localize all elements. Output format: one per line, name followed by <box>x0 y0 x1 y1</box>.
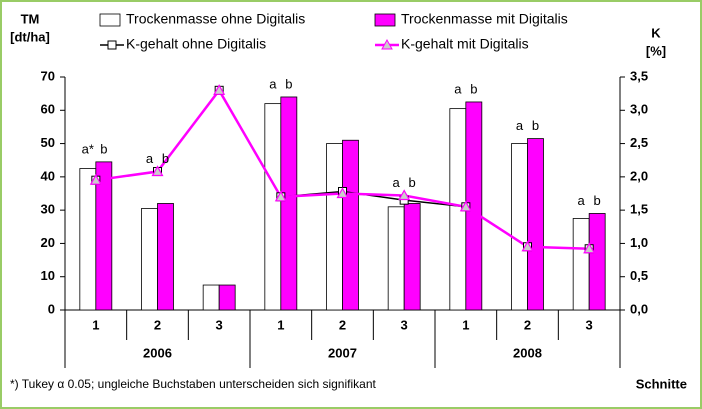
x-tick-label: 3 <box>216 317 223 332</box>
bar <box>527 138 544 311</box>
bar <box>79 168 97 311</box>
significance-letter: a <box>393 175 401 190</box>
y2-tick-label: 0,5 <box>630 268 648 283</box>
y-tick-label: 70 <box>41 68 55 83</box>
legend-swatch <box>374 13 396 27</box>
group-label: 2007 <box>328 345 357 360</box>
y-tick-label: 30 <box>41 202 55 217</box>
y2-tick-label: 3,0 <box>630 102 648 117</box>
significance-letter: b <box>409 175 416 190</box>
y2-tick-label: 3,5 <box>630 68 648 83</box>
bar <box>403 203 421 311</box>
marker <box>89 173 102 185</box>
bar <box>95 161 113 311</box>
footnote: *) Tukey α 0.05; ungleiche Buchstaben un… <box>10 377 376 391</box>
y2-label: K <box>651 25 661 40</box>
significance-letter: a <box>146 151 154 166</box>
bar <box>387 206 405 311</box>
x-tick-label: 1 <box>277 317 284 332</box>
bar <box>511 143 528 311</box>
bar <box>326 143 343 311</box>
x-tick-label: 1 <box>92 317 99 332</box>
marker <box>521 240 534 252</box>
bar <box>264 103 282 311</box>
x-label: Schnitte <box>636 376 687 391</box>
significance-letter: b <box>470 81 477 96</box>
x-tick-label: 2 <box>524 317 531 332</box>
legend-label: Trockenmasse ohne Digitalis <box>126 11 305 27</box>
bar <box>218 284 236 311</box>
significance-letter: b <box>532 118 539 133</box>
y-tick-label: 10 <box>41 268 55 283</box>
legend-label: K-gehalt ohne Digitalis <box>126 36 266 52</box>
significance-letter: a <box>516 118 524 133</box>
significance-letter: a* <box>82 141 94 156</box>
significance-letter: a <box>269 76 277 91</box>
significance-letter: b <box>100 141 107 156</box>
bar <box>202 284 220 311</box>
significance-letter: b <box>594 193 601 208</box>
significance-letter: b <box>162 151 169 166</box>
y2-tick-label: 1,5 <box>630 202 648 217</box>
bar <box>342 139 359 311</box>
y-label: [dt/ha] <box>10 29 50 44</box>
legend-label: Trockenmasse mit Digitalis <box>401 11 568 27</box>
x-tick-label: 2 <box>339 317 346 332</box>
bar <box>572 218 590 311</box>
legend-marker <box>107 40 117 50</box>
marker <box>583 242 596 254</box>
y-tick-label: 50 <box>41 135 55 150</box>
y2-tick-label: 1,0 <box>630 235 648 250</box>
marker <box>459 200 472 212</box>
y-label: TM <box>21 11 40 26</box>
legend-marker <box>381 38 393 50</box>
group-label: 2006 <box>143 345 172 360</box>
marker <box>274 190 287 202</box>
bar <box>280 96 298 311</box>
marker <box>151 165 164 177</box>
marker <box>213 84 226 95</box>
legend-label: K-gehalt mit Digitalis <box>401 36 529 52</box>
y-tick-label: 0 <box>48 301 55 316</box>
significance-letter: a <box>454 81 462 96</box>
y2-tick-label: 0,0 <box>630 301 648 316</box>
marker <box>398 189 411 201</box>
y-tick-label: 20 <box>41 235 55 250</box>
significance-letter: a <box>578 193 586 208</box>
bar <box>157 203 174 311</box>
y-tick-label: 40 <box>41 168 55 183</box>
y-tick-label: 60 <box>41 102 55 117</box>
x-tick-label: 2 <box>154 317 161 332</box>
bar <box>588 213 606 311</box>
group-label: 2008 <box>513 345 542 360</box>
y2-tick-label: 2,5 <box>630 135 648 150</box>
x-tick-label: 3 <box>401 317 408 332</box>
legend-swatch <box>99 13 121 27</box>
x-tick-label: 1 <box>462 317 469 332</box>
y2-label: [%] <box>646 43 666 58</box>
x-tick-label: 3 <box>586 317 593 332</box>
marker <box>336 187 349 199</box>
bar <box>141 208 158 311</box>
y2-tick-label: 2,0 <box>630 168 648 183</box>
significance-letter: b <box>285 76 292 91</box>
